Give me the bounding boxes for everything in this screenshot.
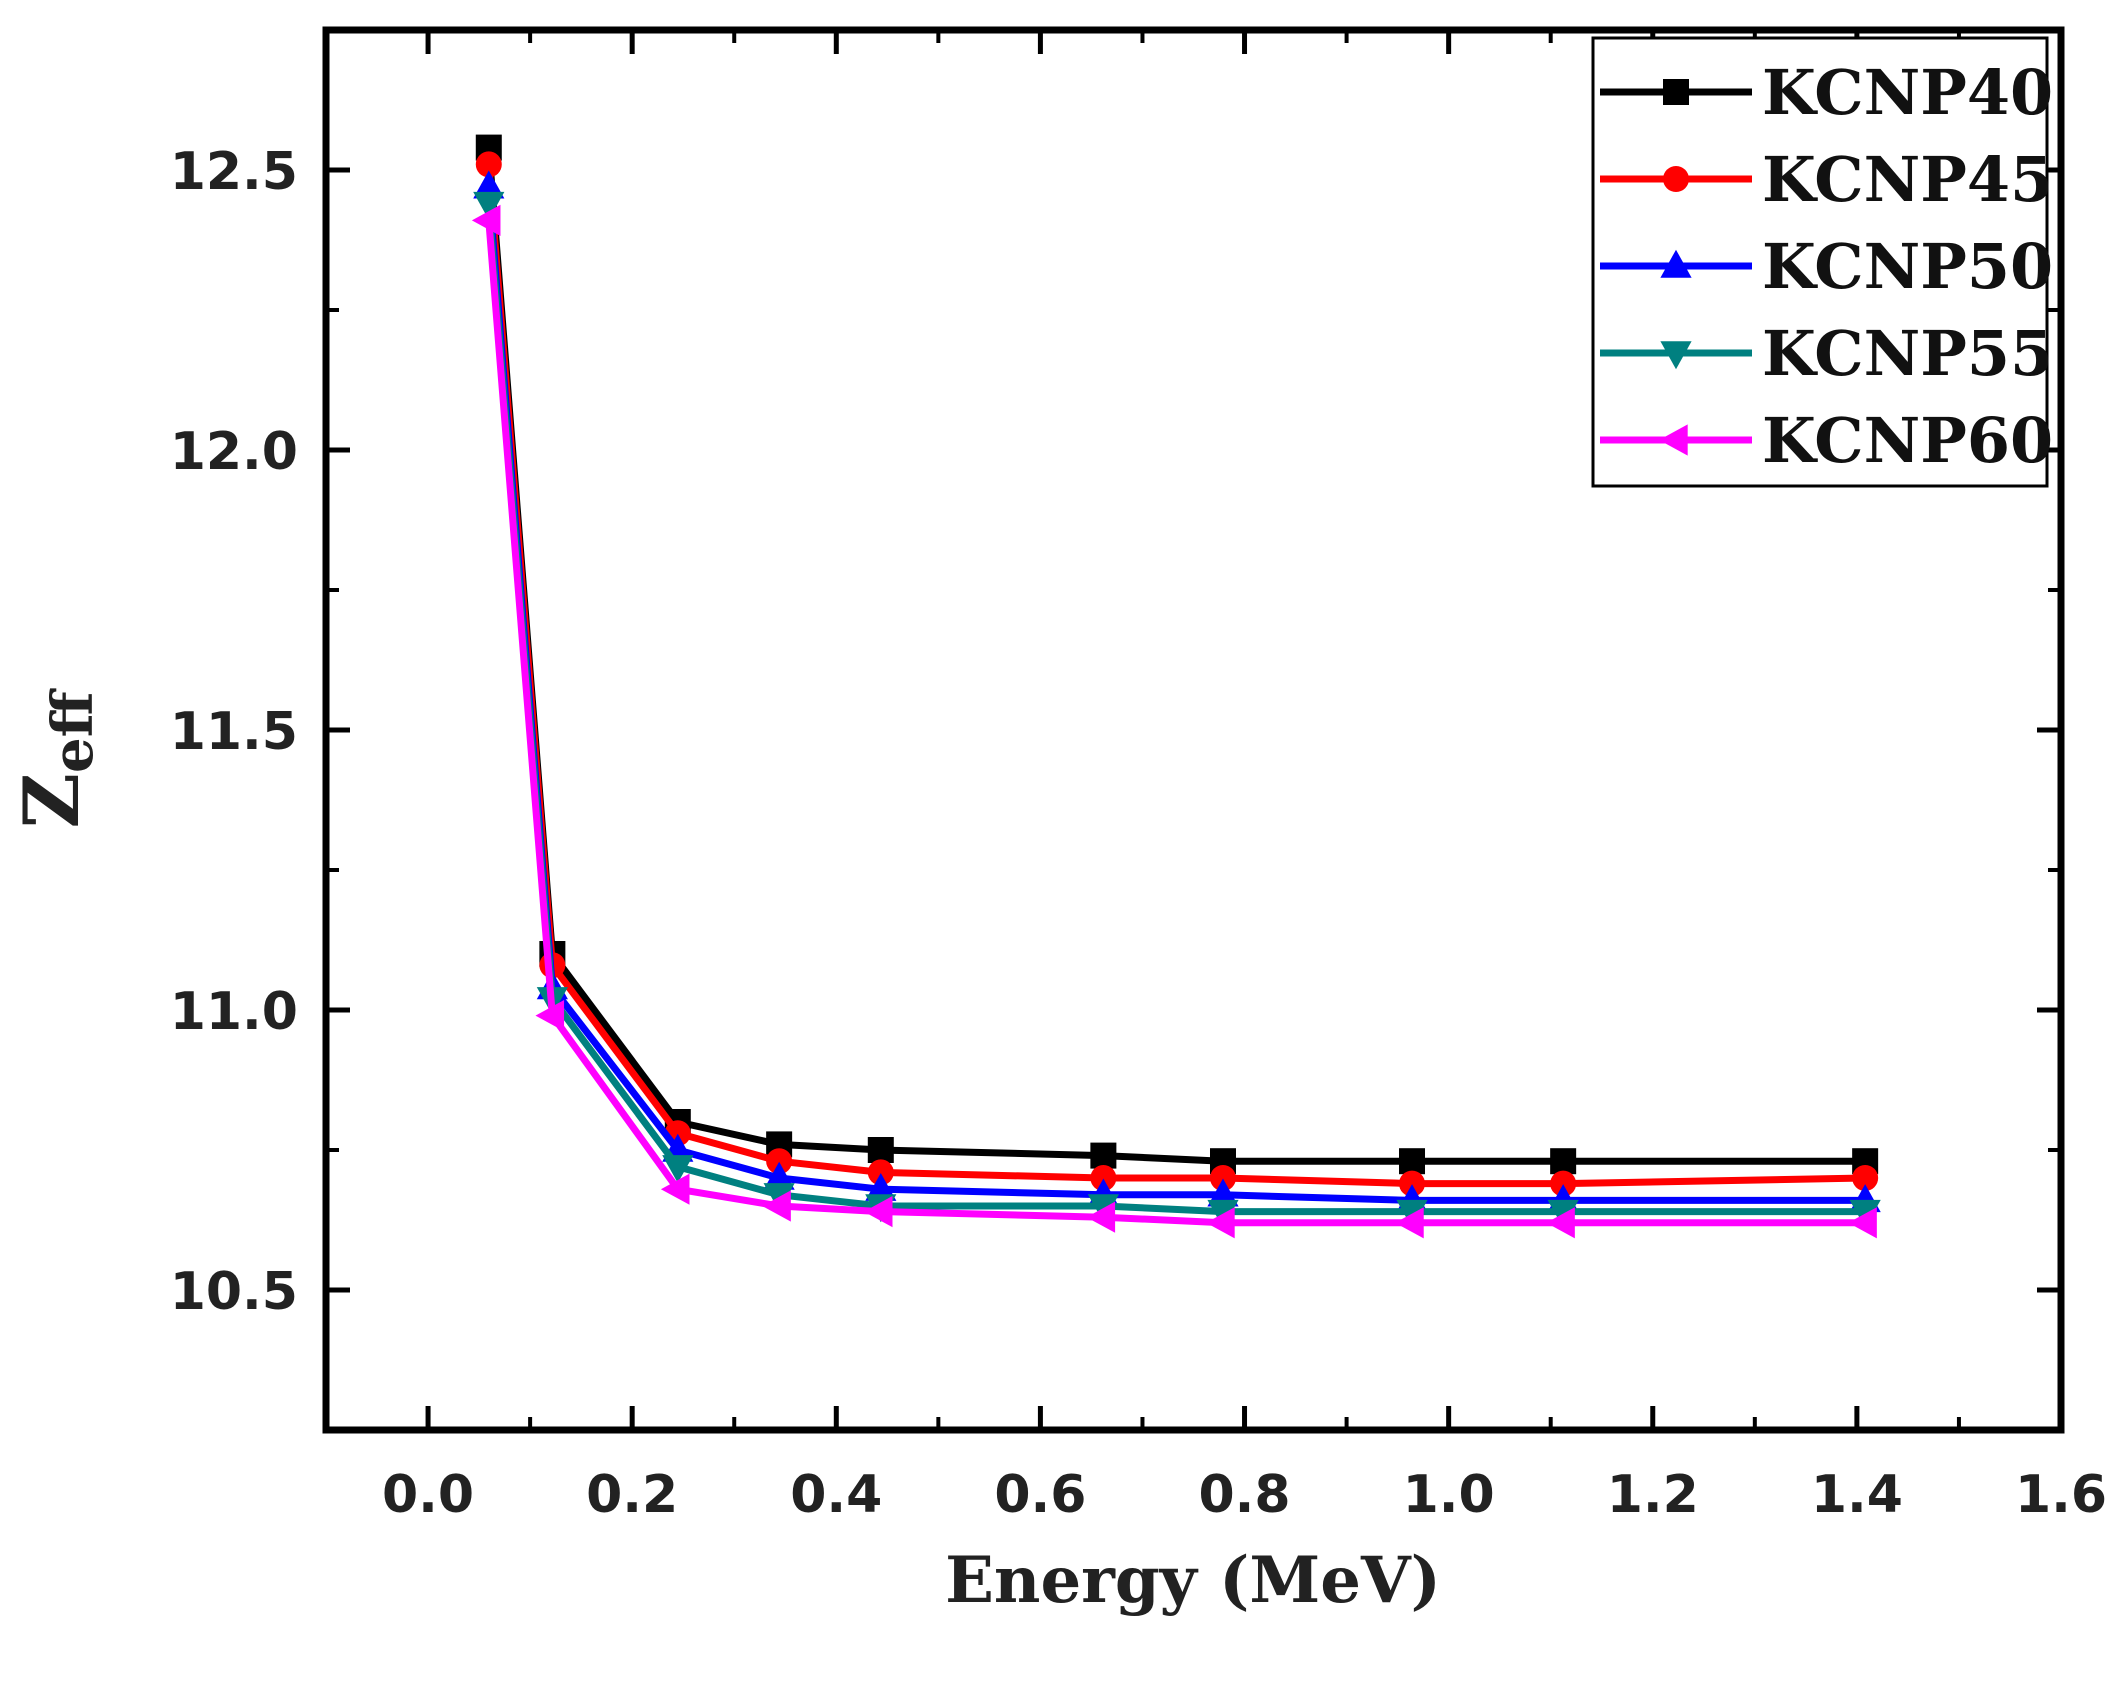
data-point-kcnp60 [471,204,501,236]
x-tick-label: 1.6 [2015,1465,2107,1525]
data-point-kcnp60 [1546,1207,1575,1239]
series-line-kcnp55 [485,203,1866,1216]
legend-label-kcnp55: KCNP55 [1762,317,2053,390]
data-point-kcnp40 [1550,1148,1577,1175]
x-axis-title: Energy (MeV) [945,1543,1441,1618]
data-point-kcnp55 [662,1155,694,1184]
y-tick-label: 10.5 [170,1262,298,1322]
data-point-kcnp40 [1399,1148,1426,1175]
x-tick-label: 1.2 [1607,1465,1699,1525]
data-point-kcnp60 [660,1173,690,1205]
data-point-kcnp60 [762,1190,791,1222]
legend-marker-kcnp50 [1660,249,1692,278]
y-tick-label: 12.0 [170,422,298,482]
series-line-kcnp50 [485,186,1866,1204]
data-point-kcnp45 [1550,1170,1577,1197]
series-line-kcnp40 [485,147,1866,1165]
series-line-kcnp60 [485,220,1866,1227]
y-axis-title: Zeff [7,688,106,828]
data-point-kcnp45 [1090,1165,1117,1191]
legend-label-kcnp60: KCNP60 [1762,404,2053,477]
y-tick-label: 11.5 [170,702,298,762]
data-point-kcnp45 [766,1148,793,1175]
data-point-kcnp45 [867,1159,894,1186]
data-point-kcnp55 [473,191,505,220]
data-point-kcnp50 [763,1161,795,1190]
series-line-kcnp45 [485,164,1866,1188]
series-layer [471,134,1881,1239]
legend-label-kcnp45: KCNP45 [1762,143,2053,216]
x-tick-label: 1.0 [1403,1465,1495,1525]
legend-label-kcnp50: KCNP50 [1762,230,2053,303]
x-tick-label: 0.2 [586,1465,678,1525]
y-tick-label: 11.0 [170,982,298,1042]
data-point-kcnp45 [1399,1170,1426,1197]
ticks-layer: 0.0 0.2 0.4 0.6 0.8 1.0 1.2 1.4 1.6 10.5 11.0 11.5 1… [170,28,2107,1525]
legend-marker-kcnp60 [1659,424,1688,456]
data-point-kcnp60 [1086,1201,1116,1233]
legend: KCNP40 KCNP45 KCNP50 KCNP55 KCNP60 [1591,36,2053,488]
data-point-kcnp50 [1207,1178,1239,1207]
data-point-kcnp45 [1209,1165,1236,1191]
legend-marker-kcnp45 [1663,166,1689,192]
y-tick-label: 12.5 [170,142,298,202]
x-tick-label: 0.8 [1198,1465,1290,1525]
data-point-kcnp40 [1090,1142,1117,1169]
x-tick-label: 0.0 [382,1465,474,1525]
y-axis-title-sub: eff [40,688,106,773]
data-point-kcnp60 [535,1000,565,1032]
x-tick-label: 1.4 [1811,1465,1903,1525]
legend-label-kcnp40: KCNP40 [1762,56,2053,129]
data-point-kcnp60 [1206,1207,1235,1239]
x-tick-label: 0.6 [994,1465,1086,1525]
data-point-kcnp60 [863,1196,893,1228]
data-point-kcnp40 [867,1137,894,1163]
data-point-kcnp45 [475,151,502,178]
data-point-kcnp45 [1852,1165,1879,1191]
data-point-kcnp50 [473,170,505,199]
data-point-kcnp60 [1395,1207,1424,1239]
data-point-kcnp60 [1848,1207,1877,1239]
legend-marker-kcnp55 [1660,341,1692,370]
data-point-kcnp50 [865,1172,897,1201]
legend-marker-kcnp40 [1663,79,1689,105]
legend-box [1591,36,2049,488]
x-tick-label: 0.4 [790,1465,882,1525]
y-axis-title-main: Z [7,773,96,828]
